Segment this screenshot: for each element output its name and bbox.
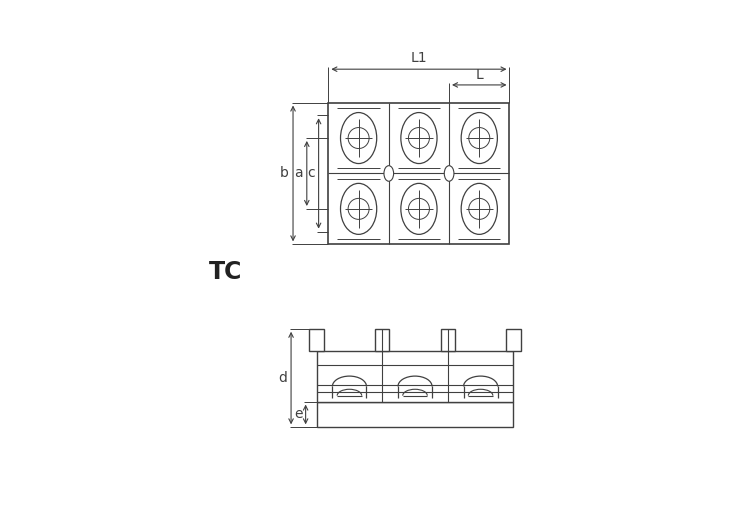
Text: b: b	[280, 167, 289, 180]
Text: TC: TC	[208, 260, 242, 284]
Text: L: L	[476, 68, 483, 82]
Ellipse shape	[341, 112, 377, 164]
Text: d: d	[278, 371, 287, 385]
Ellipse shape	[384, 166, 394, 181]
Bar	[317, 402, 513, 427]
Bar	[317, 351, 513, 402]
Text: a: a	[295, 167, 303, 180]
Ellipse shape	[461, 183, 498, 235]
Ellipse shape	[444, 166, 454, 181]
Bar	[507, 329, 520, 351]
Bar	[328, 103, 509, 244]
Ellipse shape	[341, 183, 377, 235]
Text: c: c	[308, 167, 315, 180]
Bar	[375, 329, 389, 351]
Ellipse shape	[401, 112, 437, 164]
Text: e: e	[294, 407, 303, 422]
Ellipse shape	[401, 183, 437, 235]
Text: L1: L1	[410, 51, 427, 65]
Bar	[309, 329, 324, 351]
Bar	[441, 329, 455, 351]
Ellipse shape	[461, 112, 498, 164]
